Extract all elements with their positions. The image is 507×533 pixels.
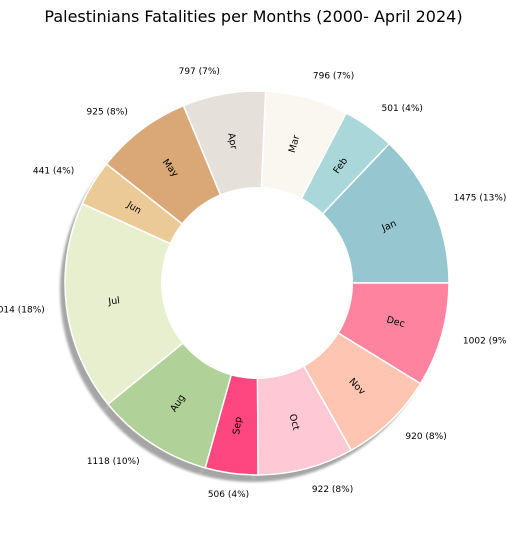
value-label-may: 925 (8%) <box>87 107 128 117</box>
slice-jul <box>64 202 259 406</box>
donut-hole <box>161 187 353 379</box>
slice-label-dec: Dec <box>385 314 406 330</box>
value-label-oct: 922 (8%) <box>312 485 353 495</box>
chart-title: Palestinians Fatalities per Months (2000… <box>44 7 463 26</box>
value-label-sep: 506 (4%) <box>208 490 249 500</box>
value-label-mar: 796 (7%) <box>313 71 354 81</box>
slice-label-sep: Sep <box>231 416 244 435</box>
slice-label-oct: Oct <box>287 413 302 432</box>
slice-label-apr: Apr <box>225 132 239 150</box>
value-label-jun: 441 (4%) <box>33 167 74 177</box>
value-label-apr: 797 (7%) <box>179 67 220 77</box>
value-label-nov: 920 (8%) <box>405 432 446 442</box>
value-label-aug: 1118 (10%) <box>87 457 140 467</box>
slice-label-jul: Jul <box>107 295 121 308</box>
value-label-feb: 501 (4%) <box>382 104 423 114</box>
slice-label-mar: Mar <box>287 134 302 154</box>
value-label-jan: 1475 (13%) <box>454 194 507 204</box>
value-label-jul: 2014 (18%) <box>0 305 45 315</box>
value-label-dec: 1002 (9%) <box>463 336 507 346</box>
